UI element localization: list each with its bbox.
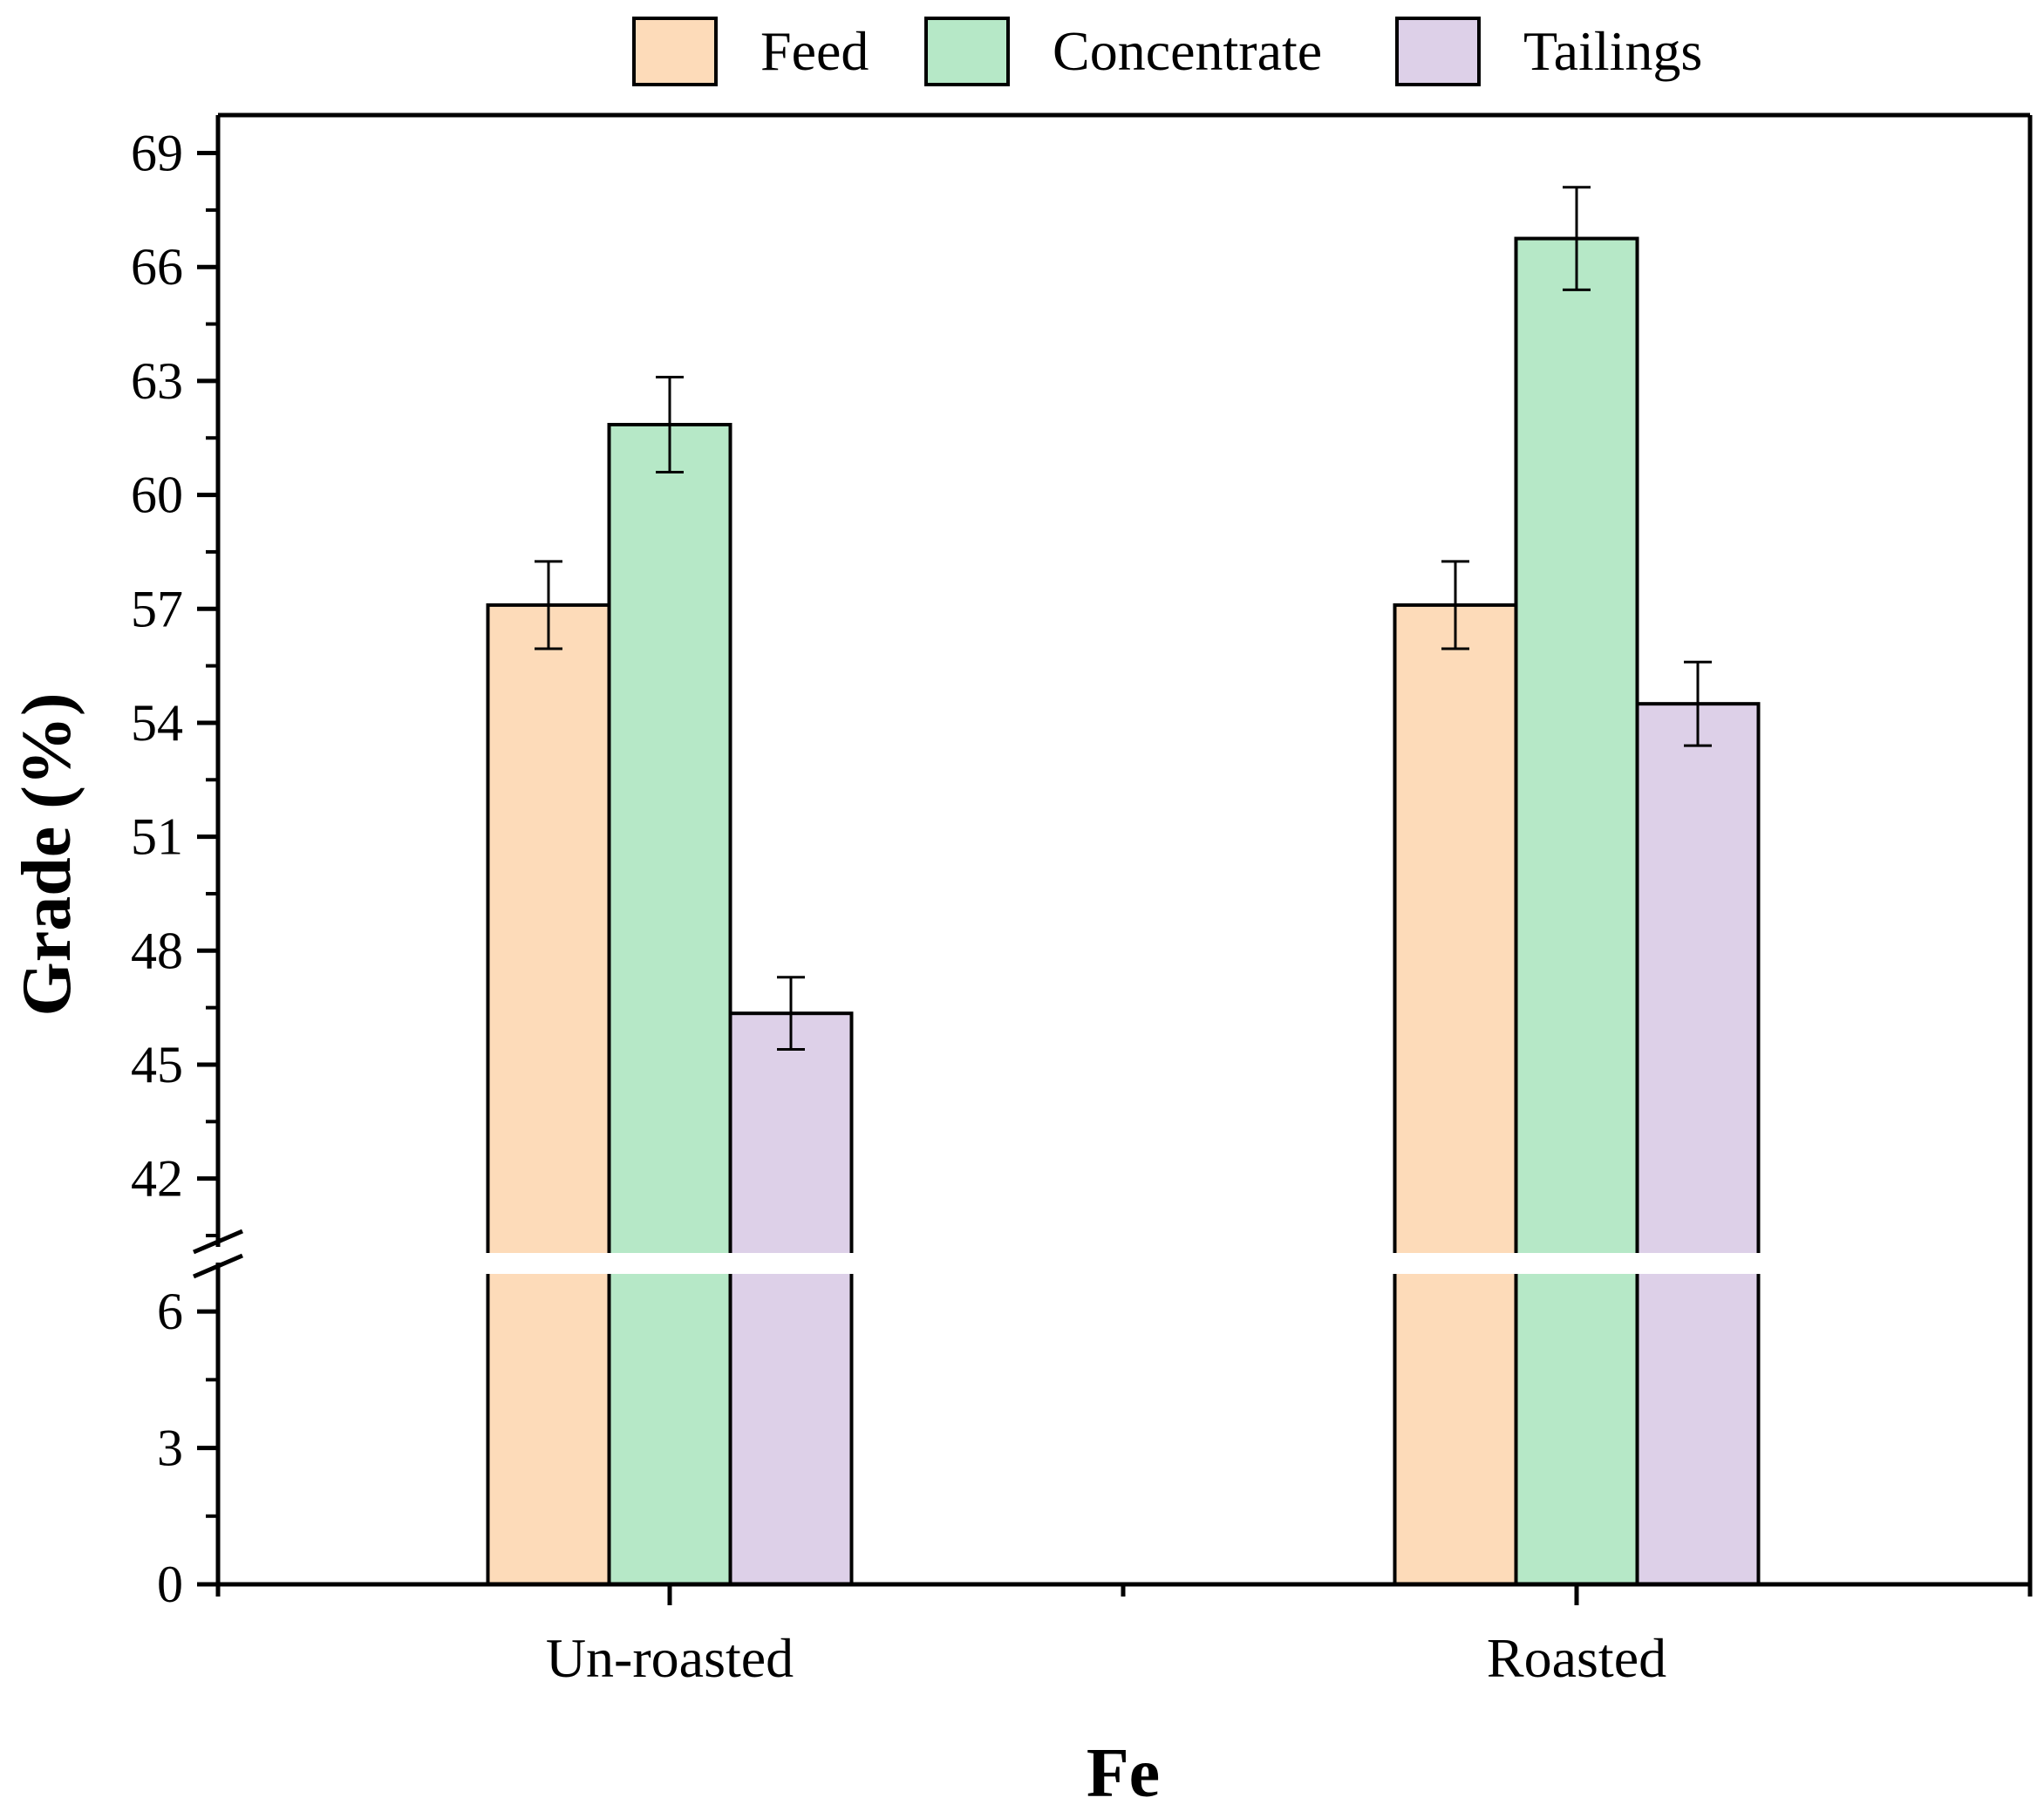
x-tick-label: Un-roasted	[546, 1627, 794, 1689]
axes: Un-roasted Roasted 42 45 48 51 54 57 60 63 66 69 0 3 6	[131, 112, 2033, 1689]
y-tick-label: 45	[131, 1036, 183, 1093]
y-tick-label: 54	[131, 694, 183, 752]
legend-swatch	[632, 17, 718, 86]
bar	[607, 423, 732, 1587]
legend-label: Feed	[760, 20, 869, 82]
y-axis-title: Grade (%)	[9, 692, 85, 1016]
bar	[1635, 702, 1761, 1586]
legend: Feed Concentrate Tailings	[632, 17, 1702, 86]
legend-swatch	[1395, 17, 1481, 86]
y-tick-label: 63	[131, 352, 183, 410]
y-tick-label: 42	[131, 1150, 183, 1208]
legend-swatch	[924, 17, 1010, 86]
axis-break-gap	[1387, 1253, 1766, 1274]
x-tick-label: Roasted	[1487, 1627, 1666, 1689]
y-tick-label: 60	[131, 466, 183, 524]
bar	[486, 603, 611, 1586]
y-tick-label: 6	[157, 1283, 183, 1340]
x-axis-title: Fe	[1087, 1735, 1160, 1812]
y-tick-label: 0	[157, 1556, 183, 1613]
y-tick-label: 57	[131, 580, 183, 637]
bar	[1393, 603, 1518, 1586]
y-tick-label: 66	[131, 238, 183, 296]
axis-break-gap	[480, 1253, 859, 1274]
legend-label: Concentrate	[1053, 20, 1322, 82]
bars	[480, 186, 1766, 1587]
y-tick-label: 48	[131, 922, 183, 979]
y-break-mark	[193, 1253, 243, 1279]
legend-label: Tailings	[1523, 20, 1702, 82]
y-tick-label: 3	[157, 1420, 183, 1477]
y-tick-label: 69	[131, 125, 183, 182]
y-tick-label: 51	[131, 808, 183, 866]
y-break-mark	[193, 1229, 243, 1255]
bar	[1514, 236, 1639, 1587]
bar	[728, 1011, 854, 1586]
